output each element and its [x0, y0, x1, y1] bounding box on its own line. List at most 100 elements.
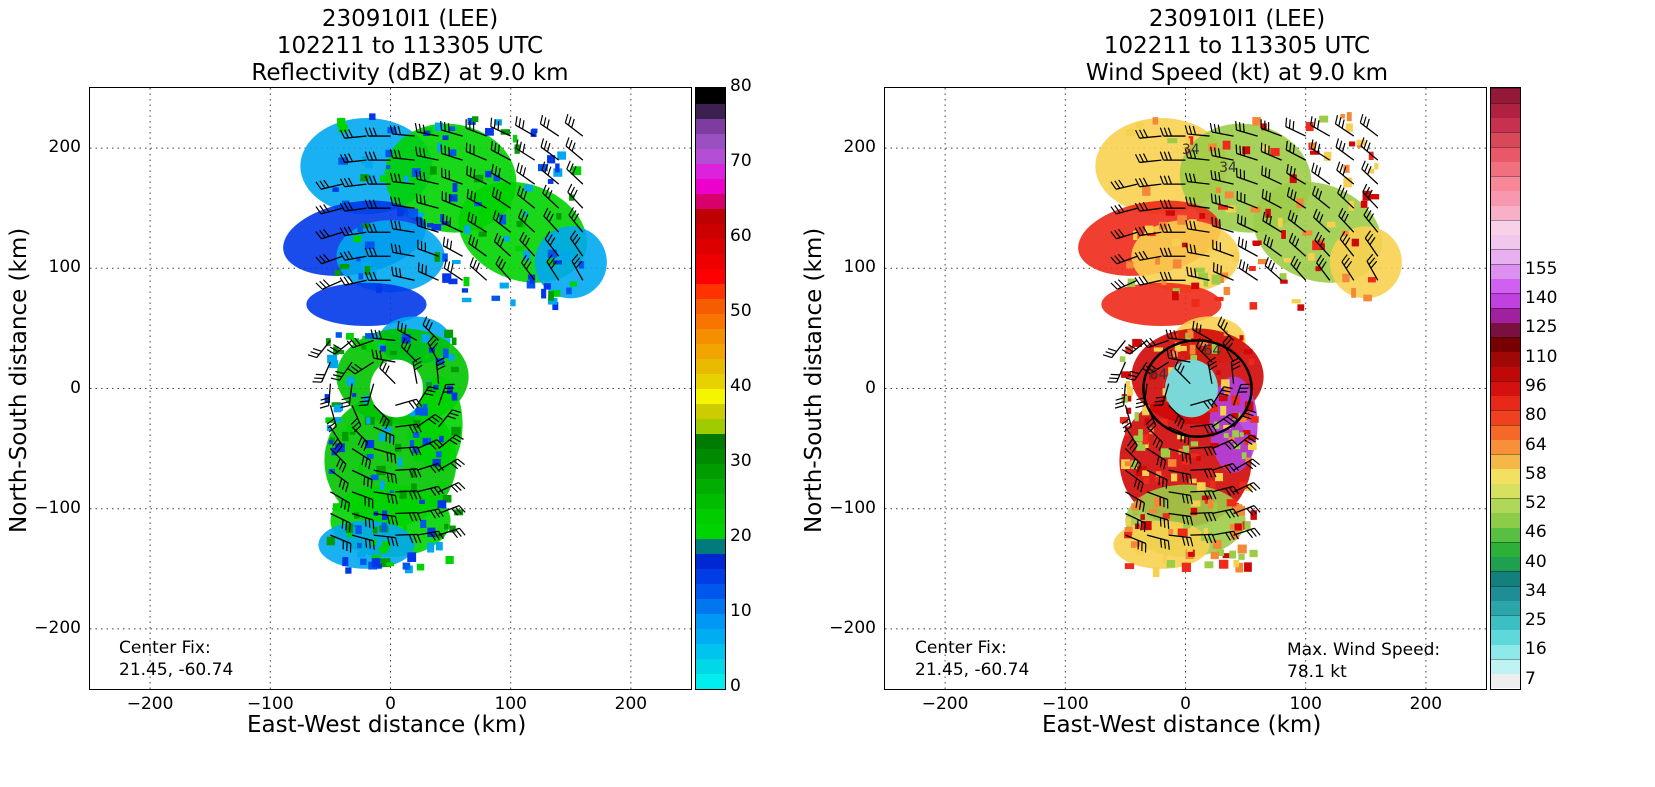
storm-cell [331, 402, 341, 407]
wind-barb [1310, 139, 1331, 161]
storm-cell [1154, 436, 1161, 447]
colorbar-segment [1491, 497, 1520, 513]
chart-title-line1: 230910I1 (LEE) [321, 6, 499, 32]
storm-cell [1196, 456, 1201, 461]
storm-cell [365, 344, 376, 353]
colorbar-segment [1491, 585, 1520, 601]
wind-barb [1211, 485, 1239, 497]
colorbar-segment [696, 538, 725, 554]
storm-cell [1181, 562, 1191, 572]
storm-cell [1308, 253, 1315, 261]
colorbar-tick-label: 40 [1525, 551, 1547, 572]
storm-cell [1203, 278, 1209, 287]
reflectivity-plot-area [89, 87, 692, 690]
wind-barb [440, 121, 463, 137]
storm-cell [365, 439, 375, 449]
wind-barb [1107, 361, 1126, 383]
wind-barb [339, 275, 367, 286]
wind-barb [1168, 404, 1185, 430]
wind-barb [493, 232, 512, 257]
storm-cell [1204, 561, 1214, 569]
wind-barb [1210, 170, 1234, 185]
storm-cell [1351, 238, 1359, 247]
storm-cell [531, 128, 538, 133]
wind-barb [417, 239, 439, 257]
wind-barb [516, 185, 536, 209]
storm-cell [381, 522, 387, 533]
storm-cell [1214, 421, 1220, 429]
colorbar-segment [1491, 190, 1520, 206]
storm-cell [1132, 338, 1142, 347]
colorbar-segment [1491, 307, 1520, 323]
storm-cell [403, 175, 409, 184]
storm-cell [485, 127, 494, 136]
storm-cell [1187, 329, 1194, 339]
colorbar-segment [1491, 263, 1520, 279]
storm-cell [429, 166, 437, 175]
storm-cell [410, 467, 416, 478]
storm-cell [451, 392, 458, 401]
x-axis-label: East-West distance (km) [1042, 712, 1322, 738]
storm-cell [1277, 217, 1283, 228]
wind-barb [518, 208, 536, 233]
wind-barb [438, 482, 466, 493]
wind-barb [1146, 534, 1170, 550]
wind-barb [1134, 275, 1162, 286]
storm-cell [329, 437, 336, 443]
storm-cell [357, 542, 362, 549]
storm-cell [1196, 482, 1206, 493]
storm-cell [423, 403, 428, 412]
storm-cell [1214, 296, 1224, 302]
storm-cell [1252, 117, 1261, 126]
storm-cell [437, 500, 447, 509]
wind-barb [395, 533, 422, 544]
storm-cell [499, 282, 509, 289]
storm-cell [1310, 142, 1317, 149]
colorbar-segment [696, 238, 725, 254]
wind-barb [515, 116, 536, 137]
colorbar-segment [696, 193, 725, 209]
storm-cell [378, 433, 386, 442]
wind-barb [1135, 129, 1162, 139]
storm-cell [434, 122, 444, 132]
storm-cell [448, 278, 458, 285]
storm-cell [447, 385, 453, 395]
storm-cell [357, 224, 364, 233]
wind-barb [1334, 114, 1355, 137]
storm-cell [464, 225, 471, 234]
wind-barb [312, 361, 331, 383]
wind-barb [395, 398, 423, 410]
wind-barb [373, 534, 399, 547]
storm-cell [1172, 291, 1179, 301]
contour-label: 64 [1149, 367, 1167, 383]
wind-barb [1192, 320, 1213, 341]
storm-region [534, 226, 607, 299]
storm-cell [1252, 241, 1260, 247]
storm-cell [347, 530, 354, 538]
wind-barb [571, 253, 584, 281]
storm-cell [1185, 138, 1191, 149]
storm-cell [1249, 302, 1258, 310]
wind-barb [1186, 266, 1210, 281]
storm-cell [380, 345, 386, 352]
storm-cell [354, 501, 363, 510]
colorbar-tick-label: 34 [1525, 580, 1547, 601]
wind-barb [379, 359, 396, 385]
wind-barb [417, 262, 439, 281]
storm-cell [376, 465, 386, 476]
storm-cell [1345, 123, 1353, 132]
storm-cell [441, 221, 449, 226]
colorbar-segment [696, 418, 725, 434]
storm-cell [427, 542, 435, 553]
colorbar-segment [1491, 292, 1520, 308]
colorbar-segment [696, 643, 725, 659]
storm-cell [380, 175, 390, 182]
wind-barb [1287, 210, 1307, 233]
colorbar-segment [696, 283, 725, 299]
wind-barb [1364, 230, 1379, 257]
wind-barb [1184, 148, 1210, 161]
wind-barb [1310, 116, 1331, 137]
storm-cell [569, 281, 578, 287]
wind-barb [543, 207, 560, 233]
storm-cell [1119, 416, 1129, 424]
